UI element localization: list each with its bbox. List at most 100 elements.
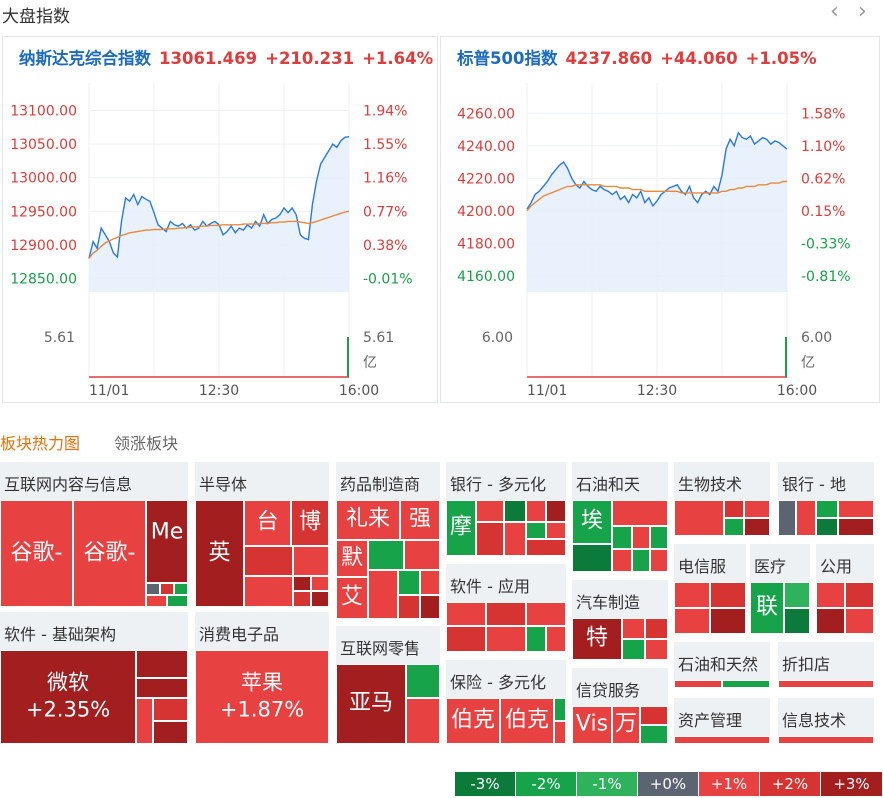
tile-small[interactable] (546, 626, 566, 652)
chevron-right-icon[interactable]: › (858, 0, 867, 24)
tile-small[interactable] (504, 500, 526, 522)
tile-small[interactable] (244, 576, 293, 607)
tile-unh[interactable]: 联 (750, 582, 784, 634)
sector-semiconductor[interactable]: 半导体 英 台 博 (195, 462, 329, 607)
tile-small[interactable] (816, 582, 845, 608)
tile-small[interactable] (174, 583, 188, 595)
tile-small[interactable] (622, 618, 645, 639)
tile-small[interactable] (293, 591, 311, 607)
sector-bank-diversified[interactable]: 银行 - 多元化 摩 (446, 462, 566, 556)
tile-brk-b[interactable]: 伯克 (500, 698, 554, 744)
nasdaq-panel[interactable]: 纳斯达克综合指数 13061.469 +210.231 +1.64% 13100.00… (2, 36, 438, 403)
tile-small[interactable] (845, 582, 874, 608)
tile-small[interactable] (526, 539, 566, 556)
tile-small[interactable] (554, 698, 566, 721)
tile-small[interactable] (674, 680, 722, 688)
sector-credit-services[interactable]: 信贷服务 Vis 万 (572, 668, 668, 744)
sector-internet-content[interactable]: 互联网内容与信息 谷歌- 谷歌- Me (0, 462, 188, 607)
tile-small[interactable] (674, 582, 710, 608)
sector-software-app[interactable]: 软件 - 应用 (446, 564, 566, 652)
tile-lly[interactable]: 礼来 (336, 500, 400, 540)
tile-small[interactable] (486, 626, 526, 652)
tile-small[interactable] (406, 698, 440, 744)
tile-small[interactable] (784, 608, 810, 634)
tile-aapl[interactable]: 苹果 +1.87% (195, 650, 329, 744)
tile-small[interactable] (816, 500, 838, 518)
tile-small[interactable] (160, 583, 174, 595)
tile-xom[interactable]: 埃 (572, 500, 612, 544)
tile-small[interactable] (845, 608, 874, 634)
tile-small[interactable] (526, 626, 546, 652)
tile-small[interactable] (244, 546, 293, 576)
tile-nvda[interactable]: 英 (195, 500, 244, 607)
tab-sector-heatmap[interactable]: 板块热力图 (0, 434, 81, 453)
sector-insurance[interactable]: 保险 - 多元化 伯克 伯克 (446, 660, 566, 744)
tile-small[interactable] (650, 526, 668, 549)
tile-small[interactable] (632, 526, 650, 549)
tile-mrk[interactable]: 默 (336, 540, 368, 577)
sector-oil-gas-2[interactable]: 石油和天然 (674, 642, 770, 688)
tile-jpm[interactable]: 摩 (446, 500, 476, 556)
sector-bank-regional[interactable]: 银行 - 地 (778, 462, 874, 536)
tile-small[interactable] (744, 500, 770, 518)
tile-small[interactable] (136, 698, 153, 744)
tile-small[interactable] (153, 698, 188, 721)
tile-small[interactable] (368, 540, 404, 570)
sector-telecom[interactable]: 电信服 (674, 544, 746, 634)
sp500-panel[interactable]: 标普500指数 4237.860 +44.060 +1.05% 4260.00 1.58… (440, 36, 880, 403)
tile-small[interactable] (816, 608, 845, 634)
tile-small[interactable] (674, 736, 770, 744)
tile-small[interactable] (526, 500, 546, 522)
tile-brk-a[interactable]: 伯克 (446, 698, 500, 744)
tile-small[interactable] (632, 549, 650, 572)
tile-small[interactable] (368, 570, 398, 619)
tile-small[interactable] (420, 570, 440, 595)
tile-small[interactable] (612, 526, 632, 549)
sector-utilities[interactable]: 公用 (816, 544, 874, 634)
tile-small[interactable] (476, 500, 504, 522)
tile-small[interactable] (622, 639, 645, 660)
tile-small[interactable] (744, 518, 770, 536)
sector-auto[interactable]: 汽车制造 特 (572, 580, 668, 660)
tile-small[interactable] (446, 602, 486, 626)
tile-amzn[interactable]: 亚马 (336, 664, 406, 744)
tile-small[interactable] (612, 500, 668, 526)
tile-small[interactable] (640, 706, 668, 725)
tile-small[interactable] (526, 602, 566, 626)
tile-small[interactable] (724, 500, 744, 518)
tile-small[interactable] (645, 618, 668, 639)
tile-small[interactable] (406, 664, 440, 698)
tile-small[interactable] (476, 522, 504, 556)
tile-small[interactable] (398, 570, 420, 595)
tile-ma[interactable]: 万 (612, 706, 640, 744)
sector-discount-stores[interactable]: 折扣店 (778, 642, 874, 688)
sector-biotech[interactable]: 生物技术 (674, 462, 770, 536)
tile-small[interactable] (784, 582, 810, 608)
tile-small[interactable] (645, 639, 668, 660)
sector-asset-management[interactable]: 资产管理 (674, 698, 770, 744)
tile-msft[interactable]: 微软 +2.35% (0, 650, 136, 744)
tile-small[interactable] (710, 608, 746, 634)
tile-small[interactable] (136, 650, 188, 678)
tile-tsmc[interactable]: 台 (244, 500, 291, 546)
tile-small[interactable] (293, 546, 329, 576)
tile-small[interactable] (146, 595, 167, 607)
sector-healthcare[interactable]: 医疗 联 (750, 544, 810, 634)
tile-v[interactable]: Vis (572, 706, 612, 744)
tile-small[interactable] (710, 582, 746, 608)
tile-small[interactable] (778, 500, 796, 536)
tile-small[interactable] (398, 595, 420, 619)
tile-small[interactable] (674, 500, 724, 536)
tile-small[interactable] (420, 595, 440, 619)
tile-small[interactable] (311, 591, 329, 607)
tab-leading-sectors[interactable]: 领涨板块 (114, 434, 179, 453)
tile-small[interactable] (554, 721, 566, 744)
tile-jnj[interactable]: 强 (400, 500, 440, 540)
tile-small[interactable] (796, 500, 816, 536)
tile-small[interactable] (640, 725, 668, 744)
tile-meta[interactable]: Me (146, 500, 188, 583)
tile-small[interactable] (446, 626, 486, 652)
tile-abbv[interactable]: 艾 (336, 577, 368, 619)
tile-small[interactable] (167, 595, 188, 607)
tile-small[interactable] (546, 522, 566, 539)
